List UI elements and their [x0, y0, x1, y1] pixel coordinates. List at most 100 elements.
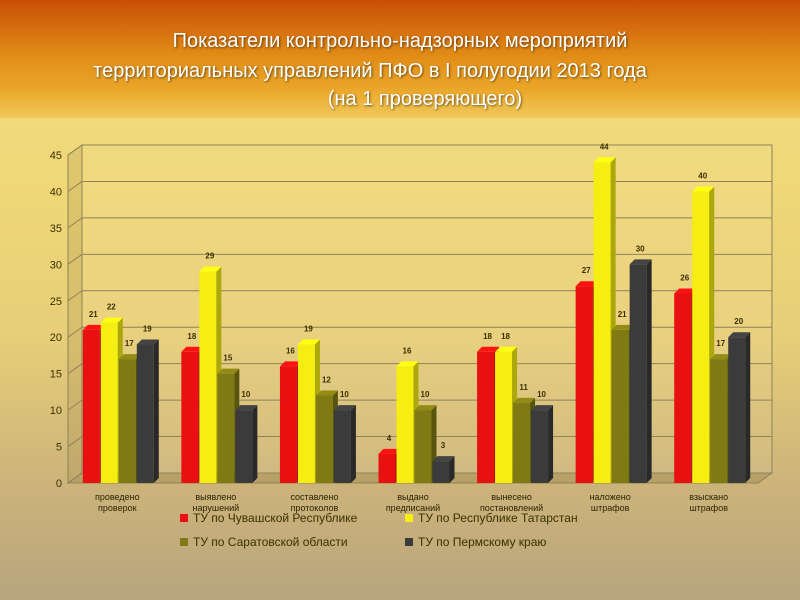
bar-top	[495, 346, 518, 352]
bar-front	[414, 410, 432, 483]
bar	[235, 405, 258, 483]
x-tick-label: выдано	[397, 492, 428, 502]
legend-swatch	[405, 514, 413, 522]
bar-top	[136, 339, 159, 345]
bar-top	[629, 259, 652, 265]
y-tick-label: 0	[56, 478, 62, 490]
bar-front	[495, 351, 513, 483]
x-tick-label: наложено	[590, 492, 631, 502]
bar-top	[82, 324, 105, 330]
legend-label: ТУ по Пермскому краю	[418, 535, 546, 549]
y-tick-label: 40	[50, 186, 62, 198]
bar-front	[432, 461, 450, 483]
x-tick-label: постановлений	[480, 503, 543, 513]
bar-side	[646, 259, 652, 483]
x-tick-label: взыскано	[689, 492, 728, 502]
y-tick-label: 10	[50, 405, 62, 417]
data-label: 44	[600, 142, 609, 151]
bar-front	[531, 410, 549, 483]
bar-front	[136, 344, 154, 483]
data-label: 17	[716, 339, 725, 348]
gridline-depth	[67, 144, 83, 156]
bar-front	[181, 351, 199, 483]
x-tick-label: нарушений	[193, 503, 240, 513]
title-line-2: территориальных управлений ПФО в I полуг…	[93, 60, 647, 82]
bar-top	[118, 354, 141, 360]
bar-front	[333, 410, 351, 483]
gridline-depth	[67, 399, 83, 411]
bar-top	[432, 456, 455, 462]
gridline-depth	[67, 290, 83, 302]
bar-side	[548, 405, 554, 483]
bar-front	[477, 351, 495, 483]
bar-top	[199, 266, 222, 272]
bar-top	[728, 332, 751, 338]
bar-front	[710, 359, 728, 483]
bar-top	[378, 448, 401, 454]
y-tick-label: 25	[50, 296, 62, 308]
data-label: 19	[143, 325, 152, 334]
bar-top	[710, 354, 733, 360]
data-label: 11	[519, 383, 528, 392]
bar	[531, 405, 554, 483]
gridline-depth	[67, 326, 83, 338]
x-tick-label: составлено	[290, 492, 338, 502]
data-label: 27	[582, 266, 591, 275]
title-line-1: Показатели контрольно-надзорных мероприя…	[172, 30, 628, 52]
x-tick-label: проведено	[95, 492, 140, 502]
x-tick-label: проверок	[98, 503, 137, 513]
x-tick-label: штрафов	[689, 503, 728, 513]
y-tick-label: 5	[56, 442, 62, 454]
data-label: 3	[441, 441, 446, 450]
bar-front	[611, 329, 629, 483]
y-tick-label: 30	[50, 259, 62, 271]
data-label: 21	[618, 310, 627, 319]
legend-swatch	[180, 538, 188, 546]
data-label: 21	[89, 310, 98, 319]
bars: 21 22 17 19 18 29 15 10 16 19 12 10 4 16 10 3 18 18 11 10 27…	[82, 142, 751, 484]
data-label: 40	[698, 171, 707, 180]
data-label: 30	[636, 244, 645, 253]
data-label: 10	[537, 390, 546, 399]
y-tick-label: 15	[50, 369, 62, 381]
legend-label: ТУ по Чувашской Республике	[193, 511, 358, 525]
legend: ТУ по Чувашской Республике ТУ по Республи…	[180, 511, 578, 549]
data-label: 18	[483, 332, 492, 341]
bar-front	[199, 271, 217, 483]
bar-front	[692, 191, 710, 483]
bar-front	[575, 286, 593, 483]
bar-top	[477, 346, 500, 352]
bar-top	[396, 361, 419, 367]
bar-front	[235, 410, 253, 483]
x-tick-label: штрафов	[591, 503, 630, 513]
bar-top	[235, 405, 258, 411]
title-banner	[0, 0, 800, 118]
bar-top	[217, 368, 240, 374]
bar-side	[449, 456, 455, 483]
bar-top	[513, 397, 536, 403]
data-label: 10	[421, 390, 430, 399]
gridline-depth	[67, 472, 83, 484]
data-label: 16	[403, 346, 412, 355]
bar-front	[513, 402, 531, 483]
data-label: 19	[304, 325, 313, 334]
x-tick-label: протоколов	[291, 503, 339, 513]
bar-front	[217, 373, 235, 483]
gridline-depth	[67, 436, 83, 447]
x-tick-label: выявлено	[195, 492, 236, 502]
gridline-depth	[67, 217, 83, 229]
data-label: 12	[322, 376, 331, 385]
legend-label: ТУ по Саратовской области	[193, 535, 348, 549]
data-label: 18	[501, 332, 510, 341]
bar-side	[350, 405, 356, 483]
gridline-depth	[67, 363, 83, 375]
bar-side	[153, 339, 159, 483]
bar-top	[297, 339, 320, 345]
y-axis: 0 5 10 15 20 25 30 35 40 45	[50, 150, 62, 490]
bar-top	[692, 186, 715, 192]
gridline-depth	[67, 253, 83, 265]
y-tick-label: 20	[50, 332, 62, 344]
bar	[728, 332, 751, 483]
